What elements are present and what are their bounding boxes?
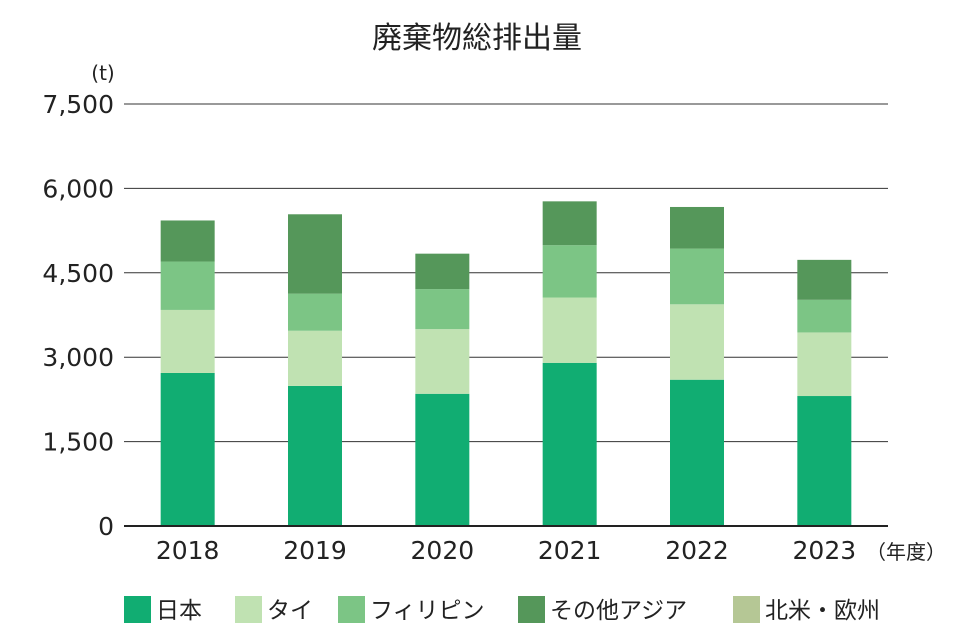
y-tick-label: 3,000 <box>42 343 114 372</box>
bar-segment <box>542 362 597 526</box>
bar-segment <box>288 330 342 386</box>
x-tick-label: 2019 <box>283 536 347 565</box>
bar-segment <box>797 396 852 526</box>
bar-segment <box>670 379 724 526</box>
bar-segment <box>160 261 215 310</box>
bar-segment <box>160 220 215 262</box>
legend-label: 日本 <box>156 598 202 624</box>
legend-swatch <box>733 596 760 623</box>
bar-segment <box>160 372 215 526</box>
y-tick-label: 1,500 <box>42 428 114 457</box>
bar-segment <box>670 304 724 380</box>
chart-title: 廃棄物総排出量 <box>372 21 582 56</box>
bar-segment <box>415 253 470 290</box>
y-tick-label: 0 <box>98 512 114 541</box>
legend-label: タイ <box>267 598 313 624</box>
x-tick-label: 2018 <box>156 536 220 565</box>
bar-segment <box>542 201 597 246</box>
y-tick-label: 7,500 <box>42 90 114 119</box>
bars <box>160 201 852 526</box>
bar-segment <box>160 309 215 373</box>
bar-segment <box>797 332 852 397</box>
grid-lines <box>124 103 888 443</box>
bar-segment <box>797 299 852 333</box>
legend-swatch <box>338 596 365 623</box>
bar-segment <box>670 248 724 305</box>
bar-segment <box>288 385 342 526</box>
y-axis-unit: (t) <box>91 61 114 85</box>
x-tick-label: 2023 <box>793 536 857 565</box>
x-tick-label: 2020 <box>411 536 475 565</box>
bar-segment <box>288 214 342 294</box>
bar-segment <box>670 206 724 249</box>
bar-segment <box>542 245 597 298</box>
y-axis-ticks: 0 1,500 3,000 4,500 6,000 7,500 <box>42 90 114 541</box>
x-axis-unit: （年度） <box>866 540 946 564</box>
legend-swatch <box>235 596 262 623</box>
legend-swatch <box>124 596 151 623</box>
legend-label: フィリピン <box>370 598 485 624</box>
legend-label: その他アジア <box>550 598 687 624</box>
x-tick-label: 2022 <box>665 536 729 565</box>
bar-segment <box>288 293 342 331</box>
x-axis-ticks: 2018 2019 2020 2021 2022 2023 <box>156 536 856 565</box>
legend-swatch <box>518 596 545 623</box>
bar-segment <box>415 393 470 526</box>
legend-label: 北米・欧州 <box>765 598 880 624</box>
legend: 日本 タイ フィリピン その他アジア 北米・欧州 <box>124 596 880 624</box>
bar-segment <box>797 259 852 300</box>
bar-segment <box>415 289 470 330</box>
bar-segment <box>415 329 470 394</box>
y-tick-label: 4,500 <box>42 259 114 288</box>
bar-segment <box>542 297 597 363</box>
y-tick-label: 6,000 <box>42 174 114 203</box>
x-tick-label: 2021 <box>538 536 602 565</box>
